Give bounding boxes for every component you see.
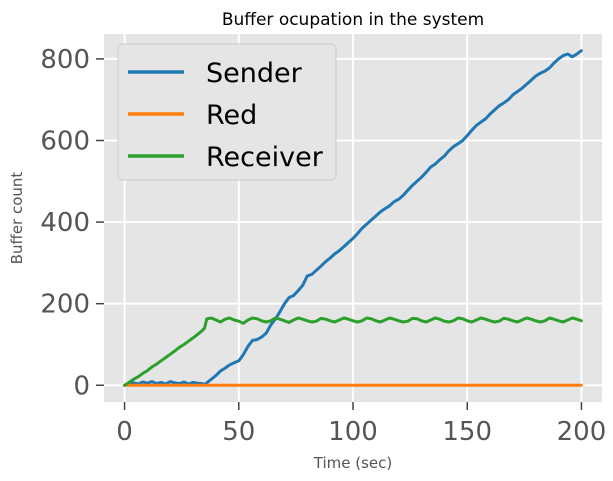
legend-label-red: Red — [206, 100, 257, 131]
series-line-sender — [123, 49, 583, 387]
x-tick-label: 0 — [116, 417, 133, 447]
series-line-receiver — [123, 316, 583, 387]
x-tick-label: 200 — [557, 417, 607, 447]
x-tick-label: 50 — [222, 417, 255, 447]
y-tick-label: 200 — [40, 290, 90, 320]
x-tick-label: 100 — [328, 417, 378, 447]
series-layer — [123, 49, 583, 387]
legend-label-sender: Sender — [206, 58, 303, 89]
y-tick-label: 600 — [40, 126, 90, 156]
y-tick-label: 800 — [40, 45, 90, 75]
y-tick-label: 0 — [73, 371, 90, 401]
y-tick-label: 400 — [40, 208, 90, 238]
x-tick-label: 150 — [442, 417, 492, 447]
ticks: 0 50 100 150 200 0 200 400 600 800 — [40, 45, 606, 447]
legend: Sender Red Receiver — [117, 43, 337, 181]
y-axis-label: Buffer count — [8, 172, 26, 265]
legend-label-receiver: Receiver — [206, 142, 324, 173]
chart-title: Buffer ocupation in the system — [222, 10, 484, 30]
legend-box — [117, 43, 337, 181]
x-axis-label: Time (sec) — [313, 454, 392, 472]
